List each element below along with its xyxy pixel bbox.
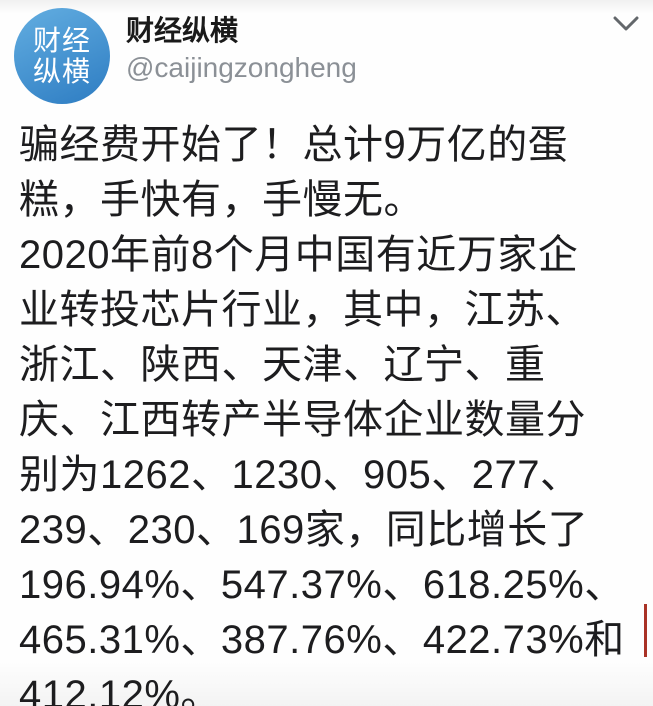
post-line: 412.12%。 xyxy=(19,673,221,706)
user-handle[interactable]: @caijingzongheng xyxy=(126,51,357,83)
avatar[interactable]: 财经 纵横 xyxy=(14,8,110,104)
chevron-down-icon[interactable] xyxy=(611,12,641,36)
post-line: 别为1262、1230、905、277、 xyxy=(19,453,581,497)
avatar-text-line2: 纵横 xyxy=(32,56,91,87)
avatar-text-line1: 财经 xyxy=(32,24,91,56)
display-name[interactable]: 财经纵横 xyxy=(126,15,239,46)
post-line: 浙江、陕西、天津、辽宁、重 xyxy=(19,343,546,387)
post-text: 骗经费开始了！总计9万亿的蛋 糕，手快有，手慢无。 2020年前8个月中国有近万… xyxy=(0,118,653,706)
user-info: 财经纵横 @caijingzongheng xyxy=(126,8,357,84)
post-line: 196.94%、547.37%、618.25%、 xyxy=(19,563,625,607)
post-line: 骗经费开始了！总计9万亿的蛋 xyxy=(19,123,569,167)
post-line: 庆、江西转产半导体企业数量分 xyxy=(19,398,586,442)
red-annotation-mark xyxy=(644,604,647,657)
post-line: 业转投芯片行业，其中，江苏、 xyxy=(19,288,586,332)
post-line: 糕，手快有，手慢无。 xyxy=(19,178,424,222)
post-line: 239、230、169家，同比增长了 xyxy=(19,508,589,552)
post-header: 财经 纵横 财经纵横 @caijingzongheng xyxy=(0,0,653,104)
post-line: 465.31%、387.76%、422.73%和 xyxy=(19,618,625,662)
post-line: 2020年前8个月中国有近万家企 xyxy=(19,233,579,277)
